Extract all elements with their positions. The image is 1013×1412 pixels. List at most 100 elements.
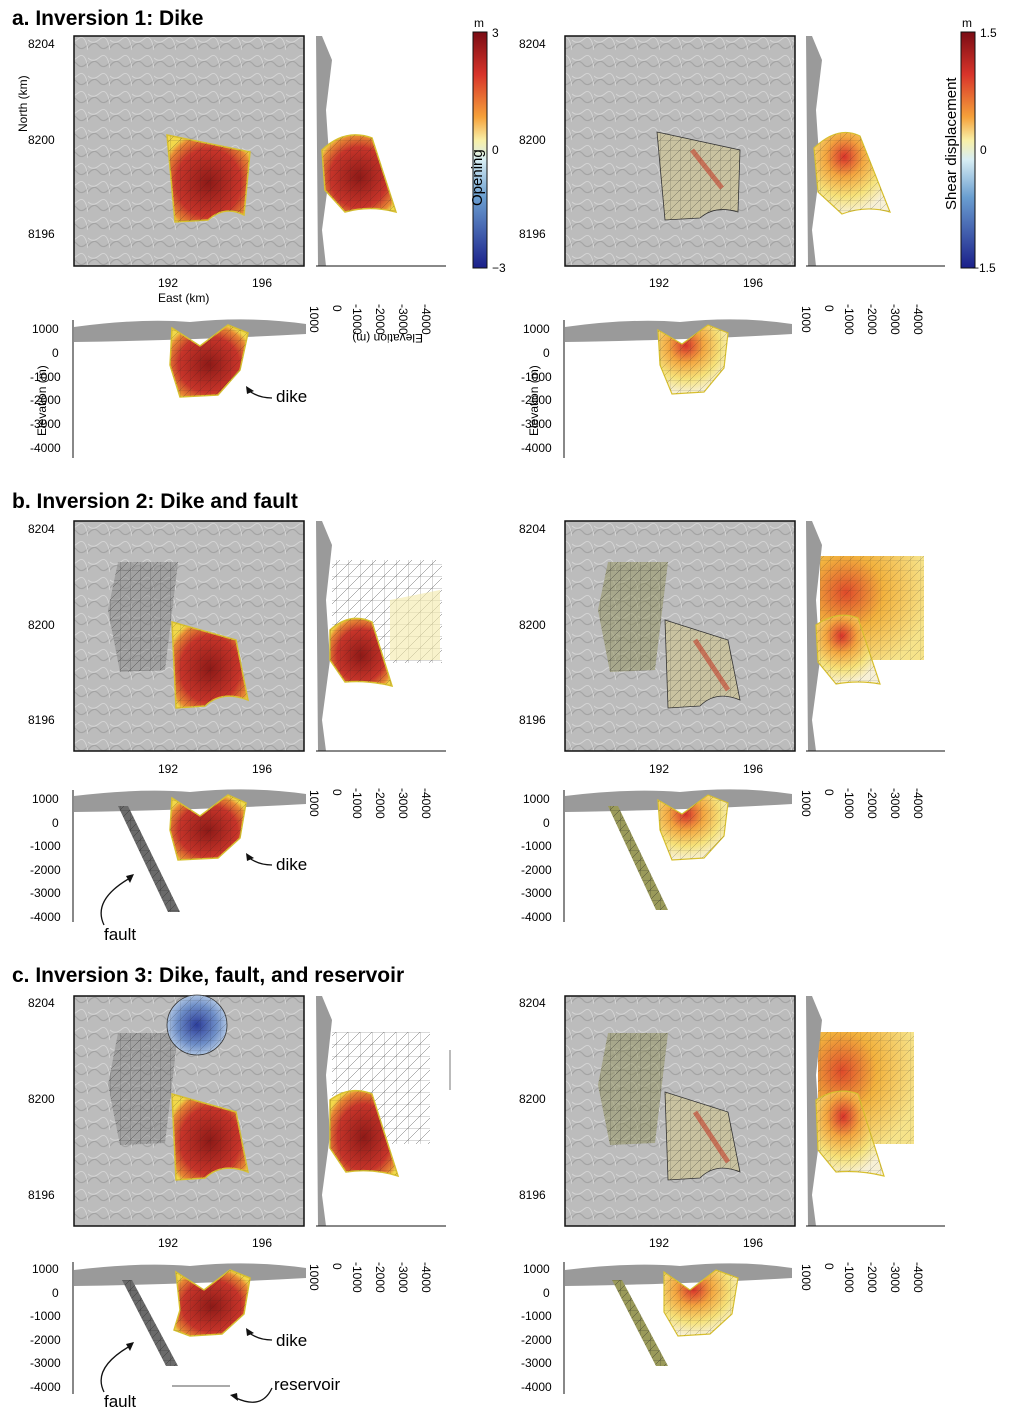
dike-label: dike [276,387,307,406]
tick-elev: -4000 [521,1380,552,1394]
tick-elev: -4000 [30,1380,61,1394]
elevation-axis-label: Elevation (m) [352,331,423,345]
colorbar-shear-min: −1.5 [972,261,996,275]
map-b-shear [564,520,796,752]
cross-section-a-shear [563,319,792,458]
tick-elev: -1000 [521,1309,552,1323]
tick-elev: -1000 [30,370,61,384]
east-axis-label: East (km) [158,291,209,305]
tick-elev: 1000 [523,322,550,336]
tick-elev: -2000 [373,1262,387,1293]
colorbar-opening-mid: 0 [492,143,499,157]
tick-elev: -3000 [396,1262,410,1293]
map-a-shear [564,35,796,267]
side-section-b-shear [806,521,945,752]
tick-elev: 1000 [799,1264,813,1291]
colorbar-shear-label: Shear displacement [943,77,960,210]
tick-elev: -1000 [30,839,61,853]
tick-elev: 1000 [799,790,813,817]
tick-elev: -4000 [30,441,61,455]
elevation-axis-label: Elevation (m) [527,365,541,436]
tick-east: 196 [252,1236,272,1250]
tick-elev: -4000 [911,1262,925,1293]
tick-east: 192 [649,1236,669,1250]
tick-elev: -1000 [521,370,552,384]
tick-east: 192 [158,762,178,776]
cross-section-c-opening [72,1262,306,1394]
tick-elev: -2000 [865,1262,879,1293]
tick-north: 8196 [28,1188,55,1202]
tick-elev: 0 [330,1263,344,1270]
tick-north: 8196 [28,713,55,727]
map-a-opening [73,35,305,267]
panel-c-title: c. Inversion 3: Dike, fault, and reservo… [12,964,404,987]
tick-elev: 0 [543,346,550,360]
colorbar-shear-unit: m [962,16,972,30]
tick-elev: -4000 [911,304,925,335]
tick-elev: 0 [52,1286,59,1300]
tick-east: 192 [649,762,669,776]
tick-elev: -2000 [30,393,61,407]
tick-elev: -3000 [888,1262,902,1293]
tick-elev: -4000 [30,910,61,924]
tick-elev: 0 [543,1286,550,1300]
colorbar-shear [960,31,976,269]
tick-elev: -2000 [521,1333,552,1347]
tick-elev: -3000 [30,1356,61,1370]
tick-elev: -1000 [350,1262,364,1293]
tick-north: 8196 [519,227,546,241]
colorbar-opening-min: −3 [492,261,506,275]
colorbar-opening-label: Opening [469,149,486,206]
tick-elev: -1000 [521,839,552,853]
tick-elev: -3000 [888,788,902,819]
tick-elev: -1000 [350,788,364,819]
tick-elev: 1000 [32,792,59,806]
tick-elev: 0 [52,346,59,360]
tick-elev: -4000 [419,1262,433,1293]
tick-elev: -3000 [521,886,552,900]
tick-elev: -2000 [865,788,879,819]
colorbar-opening [472,31,488,269]
cross-section-c-shear [563,1262,792,1394]
tick-elev: -3000 [521,417,552,431]
side-section-c-opening [316,996,451,1227]
tick-east: 196 [252,762,272,776]
tick-east: 192 [649,276,669,290]
map-b-opening [73,520,305,752]
panel-b-title: b. Inversion 2: Dike and fault [12,490,298,513]
tick-elev: -3000 [30,886,61,900]
tick-elev: 1000 [307,1264,321,1291]
tick-north: 8196 [519,1188,546,1202]
tick-east: 192 [158,1236,178,1250]
tick-elev: 0 [822,305,836,312]
side-section-c-shear [806,996,945,1227]
tick-elev: 1000 [799,306,813,333]
tick-elev: 0 [543,816,550,830]
tick-north: 8204 [28,522,55,536]
map-c-shear [564,995,796,1227]
tick-elev: -2000 [30,863,61,877]
tick-east: 196 [743,762,763,776]
tick-elev: -3000 [396,304,410,335]
tick-elev: -2000 [30,1333,61,1347]
tick-north: 8204 [28,37,55,51]
tick-elev: 0 [330,305,344,312]
colorbar-opening-max: 3 [492,26,499,40]
tick-elev: -2000 [865,304,879,335]
tick-elev: -2000 [373,788,387,819]
tick-elev: -2000 [521,863,552,877]
tick-elev: -1000 [842,304,856,335]
colorbar-opening-unit: m [474,16,484,30]
tick-elev: -1000 [350,304,364,335]
fault-label: fault [104,925,136,944]
tick-north: 8204 [519,37,546,51]
tick-elev: 1000 [32,322,59,336]
colorbar-shear-max: 1.5 [980,26,997,40]
tick-elev: -3000 [396,788,410,819]
tick-north: 8204 [519,996,546,1010]
colorbar-shear-mid: 0 [980,143,987,157]
tick-north: 8196 [519,713,546,727]
cross-section-a-opening [72,319,306,458]
tick-elev: -4000 [419,788,433,819]
